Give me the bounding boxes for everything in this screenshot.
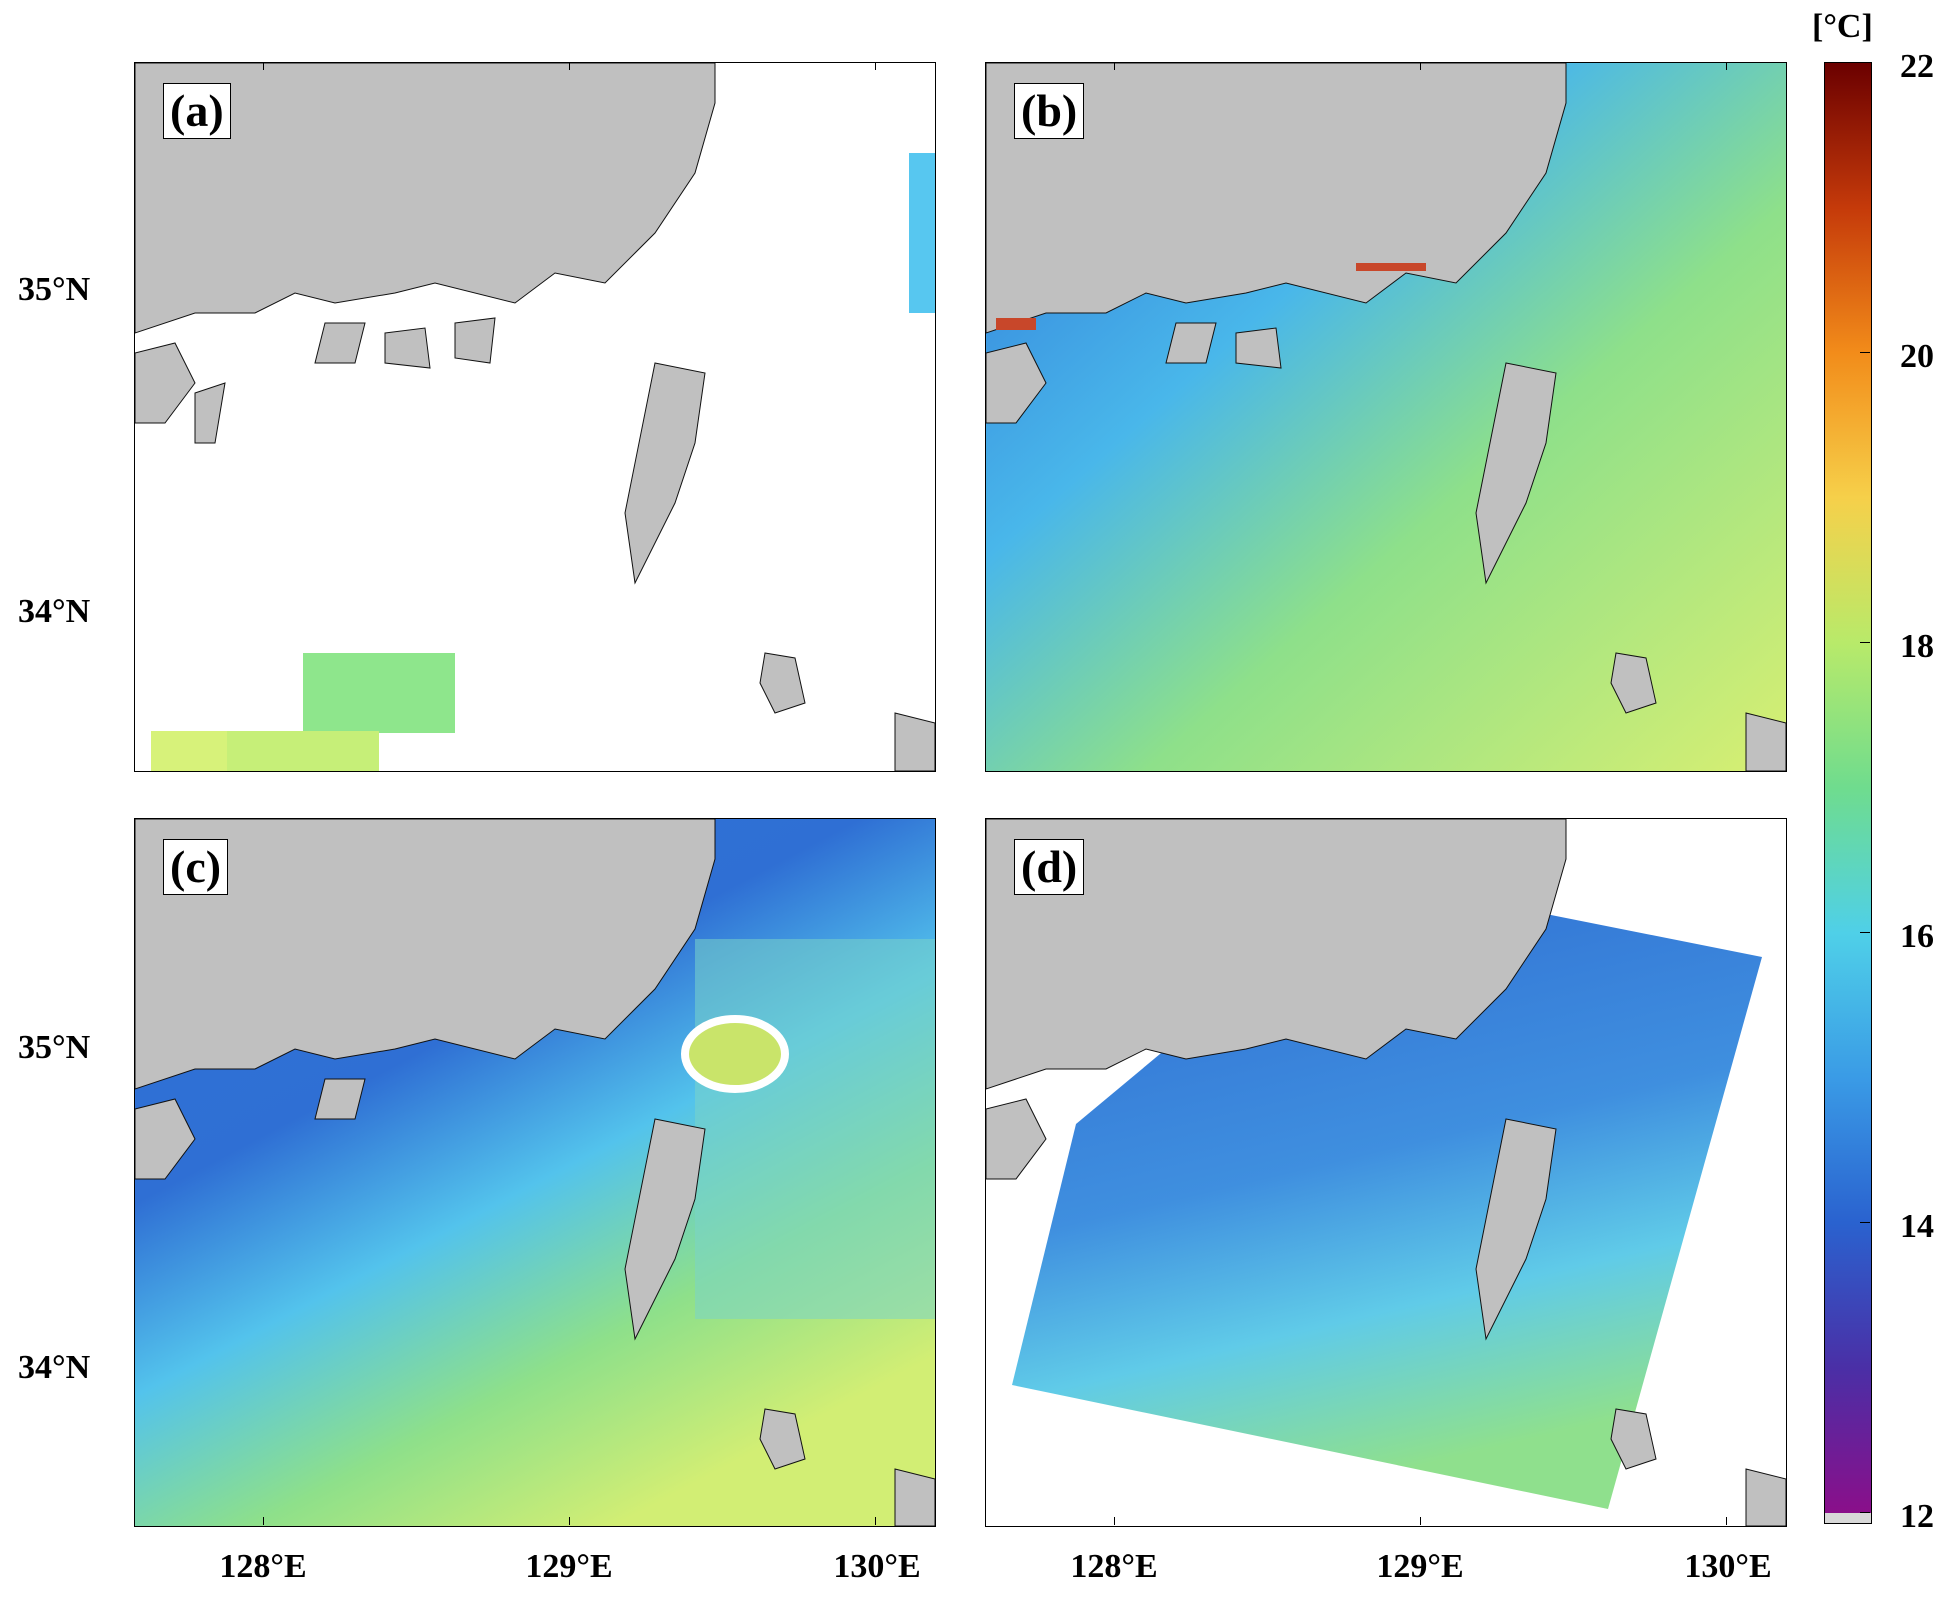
x-tick-128-right: 128°E	[1070, 1548, 1158, 1585]
x-tick-mark	[1420, 62, 1421, 70]
x-tick-130-right: 130°E	[1684, 1548, 1772, 1585]
x-tick-mark	[263, 62, 264, 70]
x-tick-mark	[569, 1517, 570, 1525]
x-tick-mark	[1114, 62, 1115, 70]
map-panel-c: (c)	[134, 818, 936, 1527]
x-tick-mark	[875, 62, 876, 70]
colorbar-unit-label: [°C]	[1812, 8, 1873, 45]
x-tick-mark	[569, 62, 570, 70]
colorbar-tick-14: 14	[1900, 1208, 1934, 1245]
x-tick-mark	[1726, 1517, 1727, 1525]
colorbar-gradient	[1825, 63, 1871, 1523]
colorbar-tick-16: 16	[1900, 918, 1934, 955]
colorbar	[1824, 62, 1872, 1524]
panel-label-c: (c)	[163, 839, 229, 895]
x-tick-129-right: 129°E	[1376, 1548, 1464, 1585]
map-b-graphic	[986, 63, 1786, 771]
y-tick-34-top: 34°N	[18, 593, 91, 630]
map-panel-a: (a)	[134, 62, 936, 772]
map-c-graphic	[135, 819, 935, 1526]
x-tick-mark	[875, 1517, 876, 1525]
x-tick-mark	[263, 1517, 264, 1525]
y-tick-35-bottom: 35°N	[18, 1029, 91, 1066]
colorbar-tick-mark	[1860, 1512, 1870, 1513]
colorbar-tick-mark	[1860, 352, 1870, 353]
colorbar-tick-mark	[1860, 932, 1870, 933]
panel-label-a: (a)	[163, 83, 231, 139]
x-tick-130-left: 130°E	[833, 1548, 921, 1585]
x-tick-mark	[1420, 1517, 1421, 1525]
colorbar-tick-12: 12	[1900, 1498, 1934, 1535]
x-tick-128-left: 128°E	[219, 1548, 307, 1585]
colorbar-tick-mark	[1860, 62, 1870, 63]
colorbar-tick-20: 20	[1900, 338, 1934, 375]
y-tick-34-bottom: 34°N	[18, 1349, 91, 1386]
colorbar-tick-mark	[1860, 642, 1870, 643]
map-a-graphic	[135, 63, 935, 771]
colorbar-tick-mark	[1860, 1222, 1870, 1223]
y-tick-35-top: 35°N	[18, 271, 91, 308]
colorbar-tick-22: 22	[1900, 48, 1934, 85]
panel-label-d: (d)	[1014, 839, 1085, 895]
colorbar-tick-18: 18	[1900, 628, 1934, 665]
x-tick-mark	[1726, 62, 1727, 70]
x-tick-mark	[1114, 1517, 1115, 1525]
x-tick-129-left: 129°E	[525, 1548, 613, 1585]
map-panel-d: (d)	[985, 818, 1787, 1527]
map-panel-b: (b)	[985, 62, 1787, 772]
panel-label-b: (b)	[1014, 83, 1085, 139]
map-d-graphic	[986, 819, 1786, 1526]
